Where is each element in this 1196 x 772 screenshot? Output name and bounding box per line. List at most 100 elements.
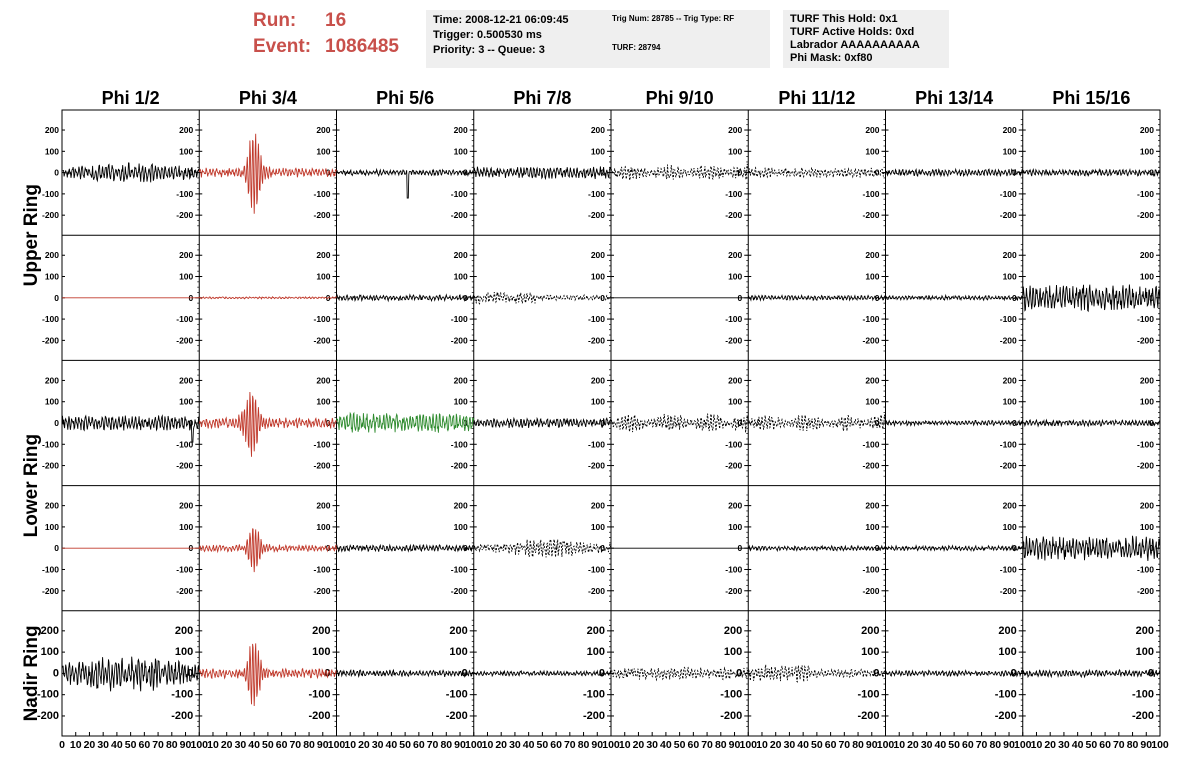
waveform-trace bbox=[610, 163, 749, 181]
y-tick-label: 100 bbox=[1003, 272, 1017, 282]
y-tick-label: 200 bbox=[454, 375, 468, 385]
y-tick-label: 0 bbox=[54, 418, 59, 428]
y-tick-label: -100 bbox=[313, 564, 330, 574]
y-tick-label: 100 bbox=[998, 646, 1016, 658]
waveform-trace bbox=[747, 294, 886, 302]
y-tick-label: 100 bbox=[1136, 646, 1154, 658]
x-tick-label: 30 bbox=[921, 739, 933, 751]
y-tick-label: -200 bbox=[42, 461, 59, 471]
y-tick-label: 100 bbox=[316, 397, 330, 407]
time-panel: Time: 2008-12-21 06:09:45 Trigger: 0.500… bbox=[426, 10, 616, 68]
y-tick-label: 200 bbox=[1003, 375, 1017, 385]
y-tick-label: 100 bbox=[45, 522, 59, 532]
waveform-trace bbox=[473, 291, 612, 305]
x-tick-label: 30 bbox=[1058, 739, 1070, 751]
y-tick-label: 100 bbox=[865, 272, 879, 282]
y-tick-label: 0 bbox=[736, 667, 742, 679]
y-tick-label: 200 bbox=[998, 625, 1016, 637]
waveform-trace bbox=[747, 166, 886, 179]
priority-text: Priority: 3 -- Queue: 3 bbox=[433, 44, 545, 56]
y-tick-label: 100 bbox=[45, 397, 59, 407]
x-tick-label: 100 bbox=[602, 739, 620, 751]
y-tick-label: -100 bbox=[37, 689, 59, 701]
waveform-trace bbox=[336, 668, 475, 678]
y-tick-label: -100 bbox=[1137, 564, 1154, 574]
y-tick-label: -200 bbox=[313, 586, 330, 596]
y-tick-label: -200 bbox=[588, 461, 605, 471]
x-tick-label: 10 bbox=[756, 739, 768, 751]
x-tick-label: 70 bbox=[427, 739, 439, 751]
y-tick-label: 200 bbox=[865, 250, 879, 260]
x-tick-label: 40 bbox=[248, 739, 260, 751]
y-tick-label: -100 bbox=[1000, 439, 1017, 449]
y-tick-label: -200 bbox=[451, 210, 468, 220]
y-tick-label: -200 bbox=[588, 586, 605, 596]
y-tick-label: 100 bbox=[1140, 146, 1154, 156]
x-tick-label: 10 bbox=[482, 739, 494, 751]
x-tick-label: 40 bbox=[111, 739, 123, 751]
x-tick-label: 80 bbox=[715, 739, 727, 751]
turf-this-hold-text: TURF This Hold: 0x1 bbox=[790, 13, 898, 25]
x-tick-label: 20 bbox=[84, 739, 96, 751]
x-tick-label: 20 bbox=[907, 739, 919, 751]
y-tick-label: 200 bbox=[1140, 501, 1154, 511]
y-tick-label: 100 bbox=[179, 272, 193, 282]
y-tick-label: -100 bbox=[1137, 189, 1154, 199]
x-tick-label: 80 bbox=[989, 739, 1001, 751]
column-header: Phi 11/12 bbox=[778, 88, 855, 108]
x-tick-label: 90 bbox=[454, 739, 466, 751]
x-tick-label: 50 bbox=[948, 739, 960, 751]
y-tick-label: -200 bbox=[37, 710, 59, 722]
y-tick-label: -200 bbox=[862, 461, 879, 471]
y-tick-label: 200 bbox=[454, 125, 468, 135]
y-tick-label: -100 bbox=[995, 689, 1017, 701]
y-tick-label: 100 bbox=[454, 397, 468, 407]
y-tick-label: 0 bbox=[324, 667, 330, 679]
trig-panel: Trig Num: 28785 -- Trig Type: RF TURF: 2… bbox=[605, 10, 770, 68]
y-tick-label: -100 bbox=[451, 189, 468, 199]
waveform-trace bbox=[1022, 668, 1161, 679]
y-tick-label: -100 bbox=[42, 189, 59, 199]
y-tick-label: -200 bbox=[857, 710, 879, 722]
y-tick-label: -200 bbox=[451, 335, 468, 345]
x-tick-label: 70 bbox=[289, 739, 301, 751]
y-tick-label: -200 bbox=[176, 335, 193, 345]
y-tick-label: 100 bbox=[591, 522, 605, 532]
y-tick-label: 200 bbox=[316, 125, 330, 135]
y-tick-label: 200 bbox=[865, 125, 879, 135]
y-tick-label: 100 bbox=[316, 272, 330, 282]
event-label: Event: bbox=[253, 36, 312, 57]
y-tick-label: 200 bbox=[1140, 125, 1154, 135]
y-tick-label: 200 bbox=[865, 501, 879, 511]
x-tick-label: 0 bbox=[59, 739, 65, 751]
waveform-trace bbox=[885, 167, 1024, 178]
x-tick-label: 90 bbox=[1003, 739, 1015, 751]
y-tick-label: 200 bbox=[1140, 375, 1154, 385]
y-tick-label: 0 bbox=[54, 543, 59, 553]
row-label: Lower Ring bbox=[21, 434, 42, 537]
waveform-trace bbox=[336, 293, 475, 303]
x-tick-label: 100 bbox=[1014, 739, 1032, 751]
y-tick-label: 0 bbox=[1011, 667, 1017, 679]
x-tick-label: 70 bbox=[564, 739, 576, 751]
x-tick-label: 30 bbox=[97, 739, 109, 751]
run-event-block: Run: 16 Event: 1086485 bbox=[253, 8, 399, 60]
y-tick-label: 200 bbox=[1140, 250, 1154, 260]
y-tick-label: -200 bbox=[1137, 586, 1154, 596]
y-tick-label: -100 bbox=[451, 564, 468, 574]
y-tick-label: -200 bbox=[176, 210, 193, 220]
y-tick-label: -200 bbox=[1137, 335, 1154, 345]
y-tick-label: 0 bbox=[599, 667, 605, 679]
x-tick-label: 100 bbox=[465, 739, 483, 751]
y-tick-label: -100 bbox=[313, 439, 330, 449]
x-tick-label: 90 bbox=[729, 739, 741, 751]
y-tick-label: -200 bbox=[176, 461, 193, 471]
x-tick-label: 40 bbox=[935, 739, 947, 751]
x-tick-label: 100 bbox=[190, 739, 208, 751]
x-tick-label: 80 bbox=[1127, 739, 1139, 751]
y-tick-label: -100 bbox=[1000, 314, 1017, 324]
x-tick-label: 70 bbox=[1113, 739, 1125, 751]
trig-num-text: Trig Num: 28785 -- Trig Type: RF bbox=[612, 14, 735, 23]
waveform-trace bbox=[198, 133, 337, 214]
x-tick-label: 30 bbox=[784, 739, 796, 751]
